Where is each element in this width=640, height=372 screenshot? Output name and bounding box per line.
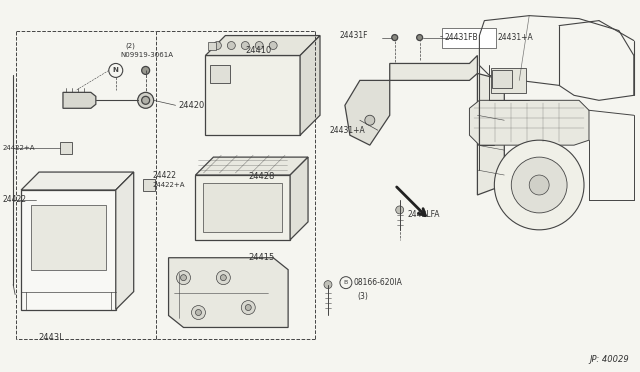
Circle shape [180, 275, 186, 280]
Text: 24422: 24422 [152, 170, 177, 180]
Circle shape [216, 271, 230, 285]
Polygon shape [195, 175, 290, 240]
Text: 24422+A: 24422+A [152, 182, 185, 188]
Polygon shape [21, 172, 134, 190]
Circle shape [141, 96, 150, 104]
Circle shape [195, 310, 202, 315]
Text: 24431+A: 24431+A [497, 33, 533, 42]
Text: 24431+A: 24431+A [330, 126, 365, 135]
Circle shape [138, 92, 154, 108]
Circle shape [324, 280, 332, 289]
Polygon shape [205, 55, 300, 135]
Polygon shape [116, 172, 134, 310]
Bar [143, 179, 155, 191]
Text: N09919-3061A: N09919-3061A [121, 52, 173, 58]
Circle shape [396, 206, 404, 214]
Circle shape [241, 301, 255, 314]
Polygon shape [469, 100, 589, 145]
Polygon shape [168, 258, 288, 327]
Polygon shape [290, 157, 308, 240]
Bar [60, 142, 72, 154]
Circle shape [227, 42, 236, 49]
Text: (3): (3) [358, 292, 369, 301]
Text: 24410: 24410 [245, 46, 271, 55]
Bar [442, 28, 497, 48]
Circle shape [365, 115, 375, 125]
Text: 24431FB: 24431FB [445, 33, 478, 42]
Text: 24428: 24428 [248, 171, 275, 180]
Circle shape [511, 157, 567, 213]
Text: 08166-620lA: 08166-620lA [354, 278, 403, 287]
Circle shape [392, 35, 397, 41]
Circle shape [220, 275, 227, 280]
Text: 24420: 24420 [179, 101, 205, 110]
Circle shape [213, 42, 221, 49]
Text: 24431F: 24431F [340, 31, 369, 40]
Text: B: B [344, 280, 348, 285]
Bar [31, 205, 106, 270]
Text: 24422+A: 24422+A [2, 145, 35, 151]
Circle shape [141, 67, 150, 74]
Text: (2): (2) [125, 42, 136, 49]
Circle shape [191, 305, 205, 320]
Circle shape [269, 42, 277, 49]
Polygon shape [195, 157, 308, 175]
Circle shape [177, 271, 191, 285]
Polygon shape [63, 92, 96, 108]
Circle shape [241, 42, 249, 49]
Bar [204, 183, 282, 232]
Polygon shape [345, 80, 390, 145]
Text: N: N [113, 67, 118, 73]
Bar [211, 65, 230, 83]
Circle shape [494, 140, 584, 230]
Circle shape [255, 42, 263, 49]
Polygon shape [205, 36, 320, 55]
Circle shape [245, 305, 252, 311]
Polygon shape [390, 55, 477, 80]
Text: 2443L: 2443L [38, 333, 64, 342]
Text: JP: 40029: JP: 40029 [589, 355, 629, 364]
Bar [492, 68, 526, 93]
Bar [209, 42, 216, 49]
Text: 2443LFA: 2443LFA [408, 211, 440, 219]
Bar [492, 70, 512, 89]
Polygon shape [300, 36, 320, 135]
Polygon shape [21, 190, 116, 310]
Circle shape [417, 35, 422, 41]
Circle shape [529, 175, 549, 195]
Text: 24415: 24415 [248, 253, 275, 262]
Polygon shape [477, 73, 504, 195]
Text: 24422: 24422 [2, 195, 26, 205]
